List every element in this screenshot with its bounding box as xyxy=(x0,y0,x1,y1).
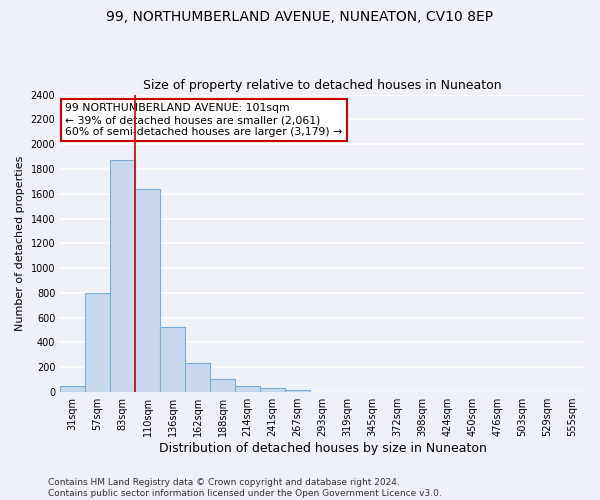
Bar xyxy=(160,327,185,392)
Y-axis label: Number of detached properties: Number of detached properties xyxy=(15,156,25,331)
Bar xyxy=(110,160,135,392)
Bar xyxy=(210,379,235,392)
Bar xyxy=(260,388,285,392)
Text: 99, NORTHUMBERLAND AVENUE, NUNEATON, CV10 8EP: 99, NORTHUMBERLAND AVENUE, NUNEATON, CV1… xyxy=(106,10,494,24)
Bar xyxy=(60,386,85,392)
Bar xyxy=(285,390,310,392)
Bar xyxy=(85,293,110,392)
Bar xyxy=(135,190,160,392)
Bar xyxy=(235,386,260,392)
X-axis label: Distribution of detached houses by size in Nuneaton: Distribution of detached houses by size … xyxy=(158,442,487,455)
Bar xyxy=(185,363,210,392)
Text: Contains HM Land Registry data © Crown copyright and database right 2024.
Contai: Contains HM Land Registry data © Crown c… xyxy=(48,478,442,498)
Title: Size of property relative to detached houses in Nuneaton: Size of property relative to detached ho… xyxy=(143,79,502,92)
Text: 99 NORTHUMBERLAND AVENUE: 101sqm
← 39% of detached houses are smaller (2,061)
60: 99 NORTHUMBERLAND AVENUE: 101sqm ← 39% o… xyxy=(65,104,343,136)
